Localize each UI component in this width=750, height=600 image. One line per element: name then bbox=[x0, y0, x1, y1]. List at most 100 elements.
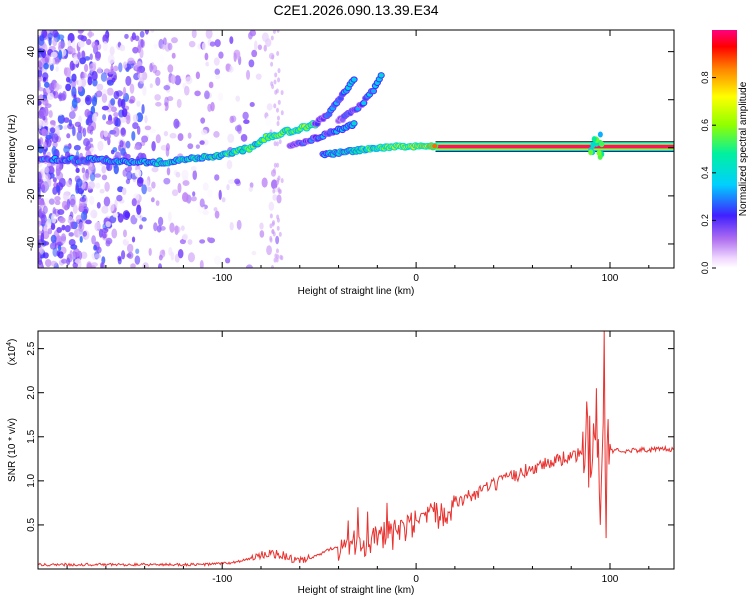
noise-dot bbox=[192, 169, 198, 181]
noise-dot bbox=[276, 30, 280, 33]
noise-dot bbox=[86, 262, 92, 268]
noise-dot bbox=[276, 121, 280, 127]
noise-dot bbox=[57, 34, 65, 40]
noise-dot bbox=[257, 44, 263, 51]
noise-dot bbox=[251, 250, 257, 256]
spectrogram-marks bbox=[38, 30, 674, 268]
noise-dot bbox=[92, 112, 98, 123]
noise-dot bbox=[171, 37, 178, 44]
y-tick-label: 1.5 bbox=[26, 429, 37, 443]
noise-dot bbox=[226, 184, 230, 191]
noise-dot bbox=[45, 138, 52, 148]
noise-dot bbox=[38, 205, 43, 216]
noise-dot bbox=[89, 195, 95, 205]
y-tick-label: -40 bbox=[26, 236, 37, 251]
noise-dot bbox=[182, 233, 189, 241]
noise-dot bbox=[71, 63, 76, 70]
noise-dot bbox=[278, 231, 282, 237]
y-tick-label: 0 bbox=[26, 145, 37, 151]
noise-dot bbox=[263, 44, 267, 52]
noise-dot bbox=[214, 174, 220, 181]
noise-dot bbox=[221, 197, 226, 203]
noise-dot bbox=[91, 70, 98, 81]
noise-dot bbox=[51, 145, 57, 156]
noise-dot bbox=[157, 263, 163, 268]
noise-dot bbox=[199, 259, 204, 268]
noise-dot bbox=[134, 169, 142, 178]
noise-dot bbox=[41, 119, 49, 126]
noise-dot bbox=[160, 144, 168, 151]
noise-dot bbox=[55, 66, 59, 72]
noise-dot bbox=[101, 165, 107, 174]
noise-dot bbox=[275, 107, 279, 113]
noise-dot bbox=[170, 74, 176, 85]
x-tick-label: -100 bbox=[212, 574, 232, 585]
upper-branch-dot bbox=[351, 121, 357, 126]
noise-dot bbox=[213, 131, 220, 138]
noise-dot bbox=[128, 99, 135, 104]
noise-dot bbox=[110, 149, 115, 155]
snr-y-axis-label: SNR (10 * v/v) bbox=[7, 418, 18, 482]
noise-dot bbox=[229, 115, 234, 124]
noise-dot bbox=[155, 134, 161, 144]
noise-dot bbox=[151, 181, 156, 189]
noise-dot bbox=[69, 221, 75, 230]
burst-dot bbox=[590, 142, 596, 149]
noise-dot bbox=[276, 214, 280, 220]
noise-dot bbox=[38, 251, 41, 259]
noise-dot bbox=[195, 71, 201, 80]
noise-dot bbox=[44, 166, 50, 174]
noise-dot bbox=[85, 38, 92, 46]
noise-dot bbox=[52, 81, 57, 89]
noise-dot bbox=[277, 99, 281, 105]
noise-dot bbox=[66, 133, 71, 139]
noise-dot bbox=[275, 141, 279, 147]
noise-dot bbox=[213, 207, 218, 212]
noise-dot bbox=[187, 239, 193, 245]
noise-dot bbox=[38, 110, 45, 119]
noise-dot bbox=[204, 52, 209, 61]
noise-dot bbox=[80, 251, 88, 259]
noise-dot bbox=[272, 194, 278, 201]
noise-dot bbox=[129, 83, 135, 94]
noise-dot bbox=[173, 118, 180, 129]
noise-dot bbox=[141, 184, 147, 195]
burst-dot bbox=[588, 149, 594, 156]
noise-dot bbox=[270, 81, 274, 87]
noise-dot bbox=[278, 139, 282, 145]
noise-dot bbox=[151, 166, 159, 173]
noise-dot bbox=[249, 182, 254, 189]
noise-dot bbox=[276, 194, 282, 204]
noise-dot bbox=[127, 57, 135, 64]
noise-dot bbox=[200, 129, 208, 136]
noise-dot bbox=[56, 185, 60, 193]
noise-dot bbox=[94, 253, 102, 259]
noise-dot bbox=[181, 169, 189, 180]
x-tick-label: -100 bbox=[212, 273, 232, 284]
noise-dot bbox=[194, 90, 201, 97]
colorbar-ticks: 0.0 0.2 0.4 0.6 0.8 bbox=[700, 71, 716, 274]
noise-dot bbox=[100, 72, 108, 82]
noise-dot bbox=[47, 32, 53, 41]
figure-title: C2E1.2026.090.13.39.E34 bbox=[273, 2, 438, 18]
noise-dot bbox=[218, 189, 222, 201]
y-tick-label: 2.0 bbox=[26, 385, 37, 399]
noise-dot bbox=[66, 180, 73, 188]
noise-dot bbox=[255, 73, 262, 80]
noise-dot bbox=[190, 165, 197, 172]
noise-dot bbox=[52, 37, 58, 47]
noise-dot bbox=[266, 245, 272, 256]
burst-dot bbox=[591, 136, 597, 143]
noise-dot bbox=[58, 217, 66, 224]
noise-dot bbox=[64, 204, 69, 211]
noise-dot bbox=[102, 41, 108, 52]
upper-branch-dot bbox=[361, 100, 367, 106]
noise-dot bbox=[277, 68, 281, 74]
noise-dot bbox=[122, 229, 127, 238]
noise-dot bbox=[47, 227, 53, 235]
snr-panel: -100 0 100 0.5 1.0 1.5 2.0 2.5 Height of strai… bbox=[6, 330, 675, 596]
noise-dot bbox=[113, 111, 119, 118]
noise-dot bbox=[65, 83, 72, 92]
noise-dot bbox=[67, 123, 75, 130]
noise-dot bbox=[150, 30, 155, 33]
